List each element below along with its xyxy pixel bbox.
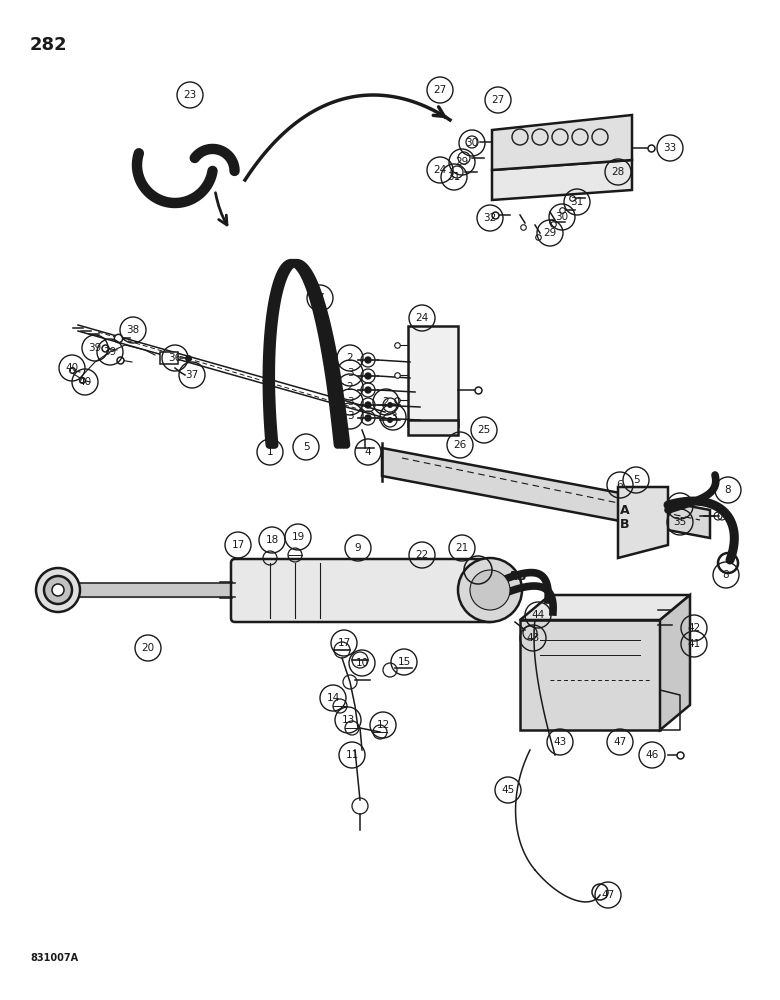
Text: A: A xyxy=(509,570,518,582)
Text: 2: 2 xyxy=(383,397,389,407)
Text: 282: 282 xyxy=(30,36,68,54)
Text: 39: 39 xyxy=(88,343,101,353)
Text: 3: 3 xyxy=(346,368,353,378)
Text: 2: 2 xyxy=(346,353,353,363)
Text: 4: 4 xyxy=(365,447,371,457)
Text: 5: 5 xyxy=(303,442,310,452)
Text: 19: 19 xyxy=(292,532,305,542)
Bar xyxy=(408,420,458,435)
Text: 40: 40 xyxy=(66,363,79,373)
Text: 39: 39 xyxy=(104,347,117,357)
Text: 831007A: 831007A xyxy=(30,953,78,963)
Text: 17: 17 xyxy=(338,638,351,648)
Text: 20: 20 xyxy=(141,643,154,653)
Text: 30: 30 xyxy=(466,138,479,148)
Text: 26: 26 xyxy=(453,440,466,450)
Text: 28: 28 xyxy=(612,167,625,177)
Polygon shape xyxy=(382,448,710,538)
Circle shape xyxy=(365,415,371,421)
Polygon shape xyxy=(520,620,660,730)
Text: 27: 27 xyxy=(434,85,447,95)
Bar xyxy=(160,352,178,364)
Text: 15: 15 xyxy=(397,657,410,667)
Text: 6: 6 xyxy=(617,480,623,490)
Text: 11: 11 xyxy=(346,750,359,760)
Text: 10: 10 xyxy=(356,658,369,668)
Text: 24: 24 xyxy=(416,313,429,323)
Text: 38: 38 xyxy=(126,325,140,335)
Text: 24: 24 xyxy=(434,165,447,175)
Text: 42: 42 xyxy=(687,623,700,633)
Text: 46: 46 xyxy=(645,750,658,760)
Text: 27: 27 xyxy=(491,95,505,105)
Text: 32: 32 xyxy=(484,213,497,223)
Circle shape xyxy=(387,402,393,408)
Text: 31: 31 xyxy=(448,172,461,182)
Text: 22: 22 xyxy=(416,550,429,560)
Text: 7: 7 xyxy=(317,293,324,303)
Circle shape xyxy=(36,568,80,612)
Text: 36: 36 xyxy=(168,353,182,363)
Polygon shape xyxy=(660,595,690,730)
Polygon shape xyxy=(618,487,668,558)
Polygon shape xyxy=(492,160,632,200)
Text: 43: 43 xyxy=(526,633,540,643)
Text: 18: 18 xyxy=(265,535,278,545)
Circle shape xyxy=(52,584,64,596)
Text: 33: 33 xyxy=(663,143,676,153)
Text: 44: 44 xyxy=(531,610,544,620)
Text: 25: 25 xyxy=(477,425,491,435)
Text: 35: 35 xyxy=(673,517,686,527)
Text: 45: 45 xyxy=(502,785,515,795)
Text: 2: 2 xyxy=(346,382,353,392)
Text: 13: 13 xyxy=(342,715,355,725)
Polygon shape xyxy=(520,595,690,620)
Text: 3: 3 xyxy=(346,411,353,421)
Text: 12: 12 xyxy=(377,720,390,730)
Text: 31: 31 xyxy=(570,197,583,207)
Circle shape xyxy=(44,576,72,604)
Text: 14: 14 xyxy=(326,693,339,703)
Text: 30: 30 xyxy=(555,212,569,222)
Text: 3: 3 xyxy=(390,412,396,422)
Polygon shape xyxy=(492,115,632,170)
Text: 29: 29 xyxy=(456,157,469,167)
Text: 1: 1 xyxy=(267,447,273,457)
Text: 3: 3 xyxy=(346,397,353,407)
Text: 41: 41 xyxy=(687,639,700,649)
Text: 8: 8 xyxy=(723,570,729,580)
Text: 37: 37 xyxy=(186,370,199,380)
Bar xyxy=(408,326,458,426)
Circle shape xyxy=(365,402,371,408)
Circle shape xyxy=(458,558,522,622)
Circle shape xyxy=(470,570,510,610)
Circle shape xyxy=(387,417,393,423)
Text: 34: 34 xyxy=(673,501,686,511)
Text: 8: 8 xyxy=(725,485,732,495)
Circle shape xyxy=(365,387,371,393)
Text: 47: 47 xyxy=(601,890,615,900)
Circle shape xyxy=(365,357,371,363)
Text: 43: 43 xyxy=(553,737,566,747)
Text: 23: 23 xyxy=(183,90,197,100)
Text: 5: 5 xyxy=(633,475,640,485)
Text: 40: 40 xyxy=(79,377,91,387)
Text: 17: 17 xyxy=(232,540,245,550)
Circle shape xyxy=(365,373,371,379)
Text: B: B xyxy=(517,570,526,582)
Text: B: B xyxy=(620,518,629,532)
Text: 47: 47 xyxy=(613,737,626,747)
FancyBboxPatch shape xyxy=(231,559,494,622)
Text: 9: 9 xyxy=(355,543,361,553)
Text: 21: 21 xyxy=(456,543,469,553)
Text: 29: 29 xyxy=(544,228,557,238)
Text: A: A xyxy=(620,504,629,516)
